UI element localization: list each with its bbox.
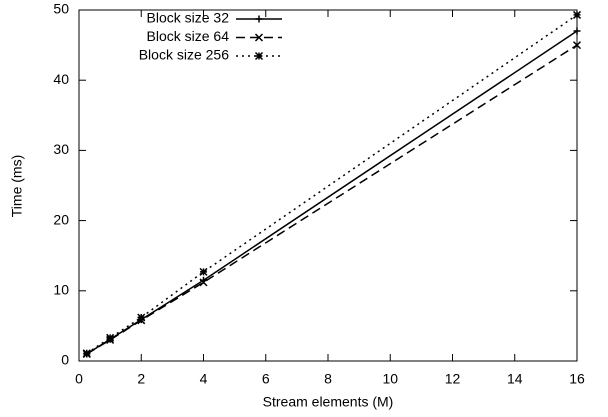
point-marker (255, 15, 263, 23)
legend-label: Block size 32 (147, 10, 230, 26)
point-marker (199, 278, 208, 287)
x-tick-label: 10 (382, 371, 398, 387)
y-tick-label: 40 (53, 71, 69, 87)
point-marker (137, 313, 146, 322)
y-tick-label: 0 (61, 352, 69, 368)
x-tick-label: 8 (324, 371, 332, 387)
y-tick-label: 10 (53, 282, 69, 298)
y-tick-label: 50 (53, 1, 69, 17)
series-line (86, 14, 578, 354)
point-marker (572, 41, 582, 50)
x-tick-label: 12 (445, 371, 461, 387)
series-line (86, 30, 578, 355)
x-tick-label: 6 (262, 371, 270, 387)
legend-label: Block size 64 (147, 28, 230, 44)
x-tick-label: 4 (200, 371, 208, 387)
point-marker (199, 267, 208, 276)
x-tick-label: 16 (569, 371, 585, 387)
y-axis-label: Time (ms) (9, 155, 25, 217)
y-tick-label: 20 (53, 211, 69, 227)
point-marker (572, 10, 582, 19)
point-marker (254, 51, 264, 61)
y-tick-label: 30 (53, 141, 69, 157)
point-marker (573, 27, 581, 35)
legend-label: Block size 256 (139, 47, 229, 63)
x-tick-label: 14 (507, 371, 523, 387)
point-marker (82, 349, 91, 358)
point-marker (254, 33, 264, 42)
x-tick-label: 0 (75, 371, 83, 387)
x-axis-label: Stream elements (M) (263, 394, 394, 410)
point-marker (106, 333, 115, 342)
x-tick-label: 2 (137, 371, 145, 387)
